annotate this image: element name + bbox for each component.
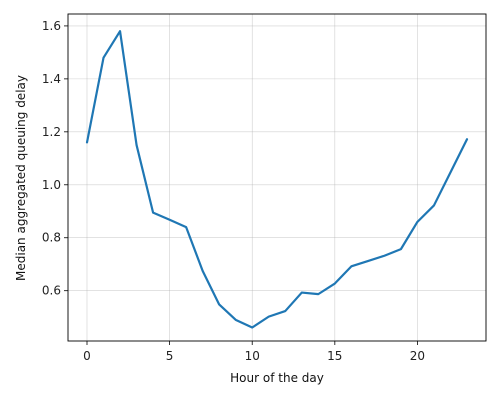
x-axis-label: Hour of the day [230, 371, 324, 385]
y-tick-label: 0.6 [42, 284, 61, 298]
y-axis-label: Median aggregated queuing delay [14, 75, 28, 281]
y-tick-label: 1.2 [42, 125, 61, 139]
x-tick-label: 5 [166, 349, 174, 363]
y-tick-label: 1.0 [42, 178, 61, 192]
y-axis: 0.6 0.8 1.0 1.2 1.4 1.6 [42, 19, 68, 298]
grid [68, 14, 486, 341]
x-tick-label: 10 [245, 349, 260, 363]
series-layer [85, 30, 469, 329]
x-tick-label: 15 [327, 349, 342, 363]
y-tick-label: 0.8 [42, 231, 61, 245]
series-line [85, 30, 469, 329]
y-tick-label: 1.4 [42, 72, 61, 86]
x-tick-label: 20 [410, 349, 425, 363]
x-axis: 0 5 10 15 20 [83, 341, 425, 363]
y-tick-label: 1.6 [42, 19, 61, 33]
x-tick-label: 0 [83, 349, 91, 363]
plot-frame [67, 13, 487, 342]
